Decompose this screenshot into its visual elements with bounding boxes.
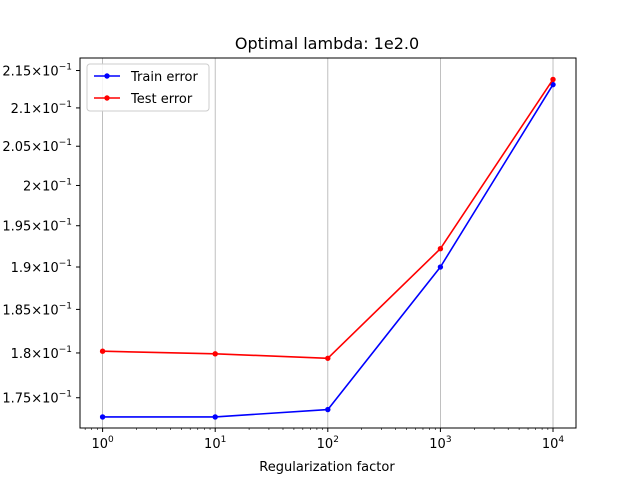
y-tick-label: 1.75×10−1 [2, 390, 72, 407]
grid-lines [102, 58, 554, 428]
data-point [550, 81, 556, 88]
data-point [99, 414, 106, 420]
y-tick-label: 2.15×10−1 [2, 63, 72, 80]
x-tick-label: 101 [204, 435, 226, 452]
y-tick-label: 1.85×10−1 [2, 301, 72, 318]
y-tick-label: 2×10−1 [23, 177, 72, 194]
series-lines [99, 76, 556, 420]
x-tick-label: 103 [429, 435, 451, 452]
data-point [437, 264, 444, 270]
legend-label: Train error [130, 70, 198, 85]
data-point [550, 76, 556, 83]
data-point [437, 246, 444, 252]
data-point [325, 406, 331, 413]
x-tick-label: 102 [317, 435, 339, 452]
y-tick-label: 1.9×10−1 [11, 259, 72, 276]
x-axis-label: Regularization factor [259, 460, 395, 475]
legend-marker [104, 95, 110, 101]
y-tick-label: 2.1×10−1 [11, 100, 72, 117]
x-tick-label: 100 [91, 435, 114, 452]
data-point [325, 355, 331, 361]
y-axis-ticks: 1.75×10−1 1.8×10−1 1.85×10−1 1.9×10−1 1.95×1… [2, 63, 80, 407]
chart-title: Optimal lambda: 1e2.0 [235, 34, 419, 53]
legend-marker [104, 73, 110, 79]
y-tick-label: 2.05×10−1 [2, 138, 72, 155]
y-tick-label: 1.95×10−1 [2, 218, 72, 235]
data-point [212, 351, 218, 357]
data-point [99, 348, 106, 354]
legend-label: Test error [130, 92, 193, 107]
legend: Train error Test error [86, 63, 210, 112]
x-axis-ticks: 100 101 102 103 104 [84, 428, 565, 452]
x-tick-label: 104 [542, 435, 565, 452]
y-tick-label: 1.8×10−1 [11, 345, 72, 362]
data-point [212, 414, 218, 420]
